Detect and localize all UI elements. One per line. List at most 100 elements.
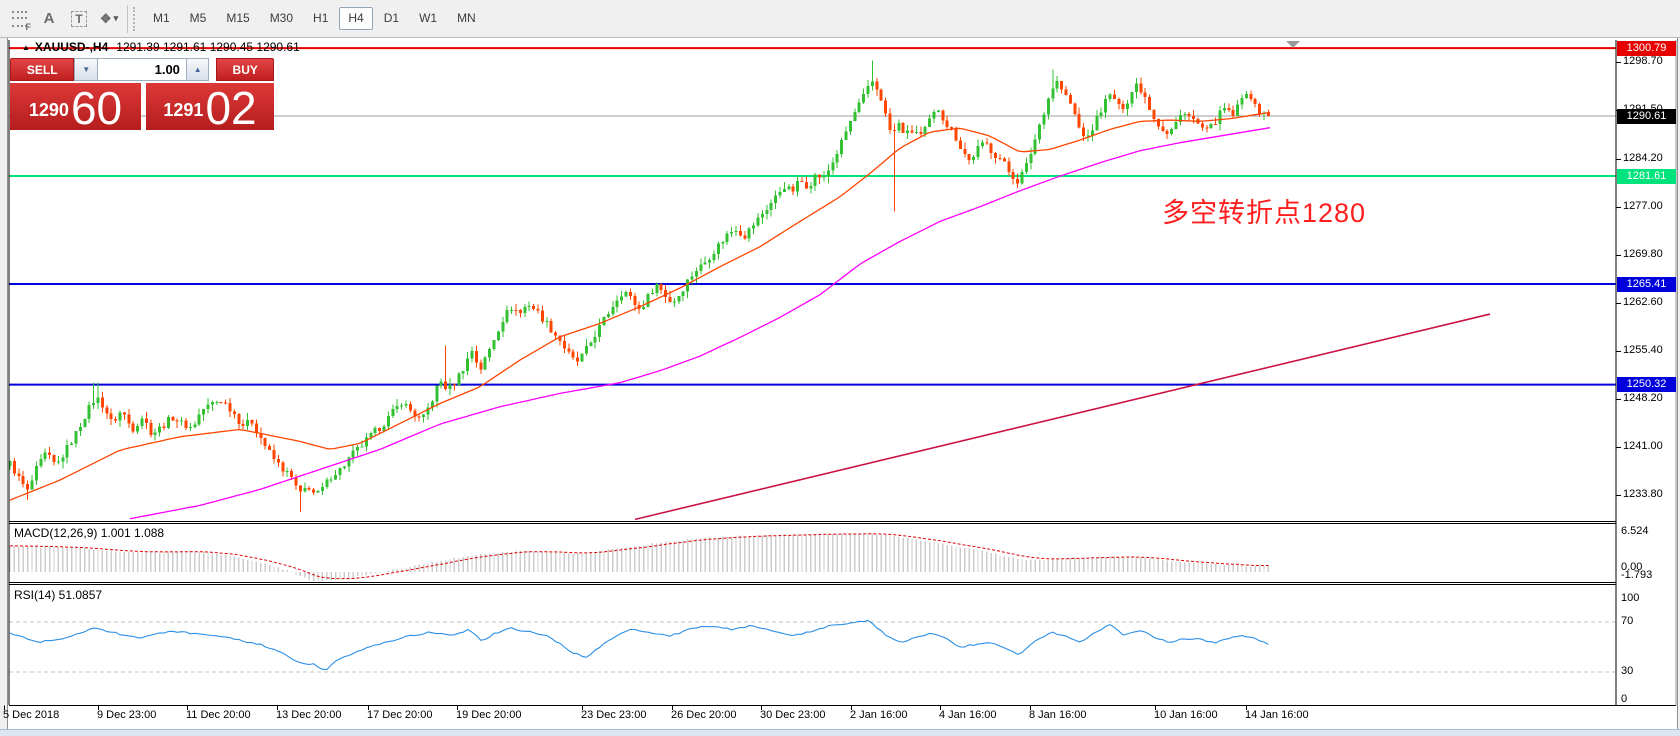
volume-increase-button[interactable]: ▲ xyxy=(185,58,210,81)
candle xyxy=(1266,113,1270,116)
timeframe-button-d1[interactable]: D1 xyxy=(383,11,400,25)
candle xyxy=(444,381,448,390)
candle xyxy=(804,181,808,189)
one-click-trade-panel: SELL ▼ ▲ BUY 1290 60 1291 02 xyxy=(10,58,275,130)
buy-button[interactable]: BUY xyxy=(216,58,275,81)
candle xyxy=(74,430,78,444)
candle xyxy=(496,331,500,340)
timeframe-button-w1[interactable]: W1 xyxy=(419,11,438,25)
chart-annotation[interactable]: 多空转折点1280 xyxy=(1162,198,1367,228)
candle xyxy=(769,202,773,210)
candle xyxy=(545,321,549,323)
candle xyxy=(342,466,346,468)
candle xyxy=(12,461,16,474)
volume-input[interactable] xyxy=(97,58,186,81)
candle xyxy=(668,296,672,302)
text-tool-icon[interactable]: T xyxy=(65,6,93,32)
candle xyxy=(967,154,971,160)
candle xyxy=(417,416,421,418)
candle xyxy=(760,214,764,218)
candle xyxy=(109,413,113,420)
candle xyxy=(386,415,390,427)
collapse-icon[interactable]: ▲ xyxy=(22,43,30,52)
fibonacci-tool-icon[interactable]: F xyxy=(5,6,33,32)
sell-price-panel[interactable]: 1290 60 xyxy=(10,83,141,130)
candle xyxy=(1143,92,1147,98)
candle xyxy=(518,309,522,313)
ma-mid-line xyxy=(129,127,1271,520)
timeframe-button-m1[interactable]: M1 xyxy=(153,11,170,25)
candle xyxy=(448,384,452,390)
candle xyxy=(778,192,782,196)
candle xyxy=(1104,98,1108,113)
buy-price-panel[interactable]: 1291 02 xyxy=(146,83,274,130)
candle xyxy=(1231,110,1235,116)
candle xyxy=(1064,89,1068,95)
sell-button[interactable]: SELL xyxy=(10,58,75,81)
candle xyxy=(228,402,232,412)
candle xyxy=(202,409,206,415)
candle xyxy=(303,487,307,492)
toolbar-grip[interactable] xyxy=(133,6,139,31)
pane-borders xyxy=(4,40,1677,710)
candle xyxy=(400,405,404,407)
candle xyxy=(791,186,795,192)
candle xyxy=(426,407,430,415)
candle xyxy=(831,162,835,171)
timeframe-button-h1[interactable]: H1 xyxy=(313,11,329,25)
candle xyxy=(1205,127,1209,129)
candle xyxy=(83,418,87,427)
candle xyxy=(686,279,690,292)
dropdown-caret-icon: ▾ xyxy=(113,13,119,23)
candle xyxy=(1174,121,1178,129)
candle xyxy=(1029,154,1033,164)
candle xyxy=(554,332,558,336)
sell-price-small: 1290 xyxy=(28,100,69,120)
candle xyxy=(1183,114,1187,116)
candle xyxy=(474,350,478,363)
candle xyxy=(906,130,910,133)
candle xyxy=(404,403,408,406)
candle xyxy=(430,401,434,408)
candle xyxy=(1082,127,1086,137)
candle xyxy=(276,458,280,463)
candle xyxy=(976,145,980,158)
timeframe-button-m30[interactable]: M30 xyxy=(269,11,294,25)
candle xyxy=(611,307,615,315)
timeframe-button-m5[interactable]: M5 xyxy=(189,11,207,25)
candle xyxy=(39,459,43,466)
candle xyxy=(589,342,593,346)
candle xyxy=(1227,107,1231,111)
candle xyxy=(1178,115,1182,122)
text-label-tool-icon[interactable]: A xyxy=(43,10,55,27)
candle xyxy=(338,467,342,475)
candle xyxy=(866,86,870,95)
candle xyxy=(796,181,800,192)
candle xyxy=(162,426,166,429)
candle xyxy=(650,292,654,294)
candle xyxy=(413,410,417,417)
candle xyxy=(320,486,324,491)
candle xyxy=(65,444,69,458)
candle xyxy=(351,450,355,458)
candle xyxy=(118,412,122,421)
arrows-tool-icon[interactable]: ❖ ▾ xyxy=(99,10,119,26)
candle xyxy=(787,186,791,189)
candle xyxy=(21,475,25,484)
candle xyxy=(923,126,927,135)
candle xyxy=(184,420,188,428)
candle xyxy=(452,384,456,386)
candle xyxy=(70,443,74,445)
candle xyxy=(853,111,857,122)
timeframe-button-h4[interactable]: H4 xyxy=(339,7,373,30)
candle xyxy=(809,186,813,189)
candle xyxy=(958,140,962,150)
macd-histogram xyxy=(9,533,1270,581)
candle xyxy=(439,381,443,386)
ma-fast-line xyxy=(9,111,1271,501)
timeframe-button-m15[interactable]: M15 xyxy=(226,11,250,25)
candle xyxy=(1130,92,1134,104)
timeframe-button-mn[interactable]: MN xyxy=(457,11,476,25)
volume-decrease-button[interactable]: ▼ xyxy=(74,58,98,81)
